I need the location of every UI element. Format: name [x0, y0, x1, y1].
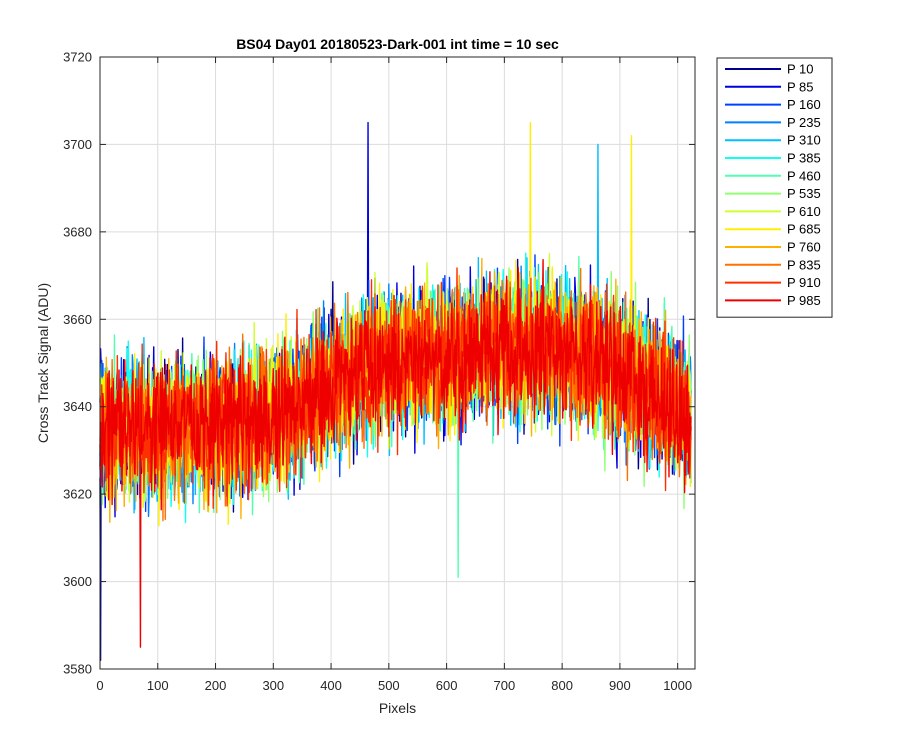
legend-label: P 760: [787, 240, 821, 255]
y-tick-label: 3660: [63, 312, 92, 327]
series-lines: [99, 121, 692, 661]
legend-label: P 460: [787, 168, 821, 183]
x-tick-label: 400: [320, 678, 342, 693]
y-tick-label: 3720: [63, 50, 92, 65]
chart-title: BS04 Day01 20180523-Dark-001 int time = …: [236, 36, 559, 52]
x-tick-label: 900: [609, 678, 631, 693]
y-tick-label: 3600: [63, 574, 92, 589]
legend-label: P 160: [787, 97, 821, 112]
x-tick-label: 600: [436, 678, 458, 693]
y-tick-label: 3620: [63, 487, 92, 502]
legend-label: P 235: [787, 115, 821, 130]
y-tick-label: 3640: [63, 399, 92, 414]
x-tick-label: 1000: [663, 678, 692, 693]
x-tick-label: 700: [494, 678, 516, 693]
y-tick-label: 3580: [63, 662, 92, 677]
x-tick-label: 500: [378, 678, 400, 693]
series-line-p985: [99, 258, 692, 648]
legend-label: P 835: [787, 257, 821, 272]
legend-label: P 85: [787, 79, 814, 94]
legend-label: P 985: [787, 293, 821, 308]
x-tick-label: 300: [262, 678, 284, 693]
legend-label: P 10: [787, 62, 814, 77]
plot-area-frame: [99, 56, 696, 670]
y-axis-label: Cross Track Signal (ADU): [35, 283, 51, 443]
y-tick-label: 3680: [63, 224, 92, 239]
legend: P 10 P 85 P 160 P 235 P 310 P 385 P 460 P 535 P …: [716, 57, 833, 318]
y-axis-ticks: 3580 3600 3620 3640 3660 3680 3700 3720: [63, 50, 695, 677]
x-tick-label: 0: [96, 678, 103, 693]
legend-label: P 685: [787, 222, 821, 237]
legend-label: P 385: [787, 151, 821, 166]
x-axis-ticks: 0 100 200 300 400 500 600 700 800 900 1000: [96, 57, 692, 693]
x-axis-label: Pixels: [379, 700, 416, 716]
y-tick-label: 3700: [63, 137, 92, 152]
legend-label: P 535: [787, 186, 821, 201]
legend-label: P 310: [787, 133, 821, 148]
legend-label: P 610: [787, 204, 821, 219]
legend-label: P 910: [787, 275, 821, 290]
legend-box: [716, 57, 833, 318]
x-tick-label: 200: [205, 678, 227, 693]
x-tick-label: 800: [551, 678, 573, 693]
x-tick-label: 100: [147, 678, 169, 693]
